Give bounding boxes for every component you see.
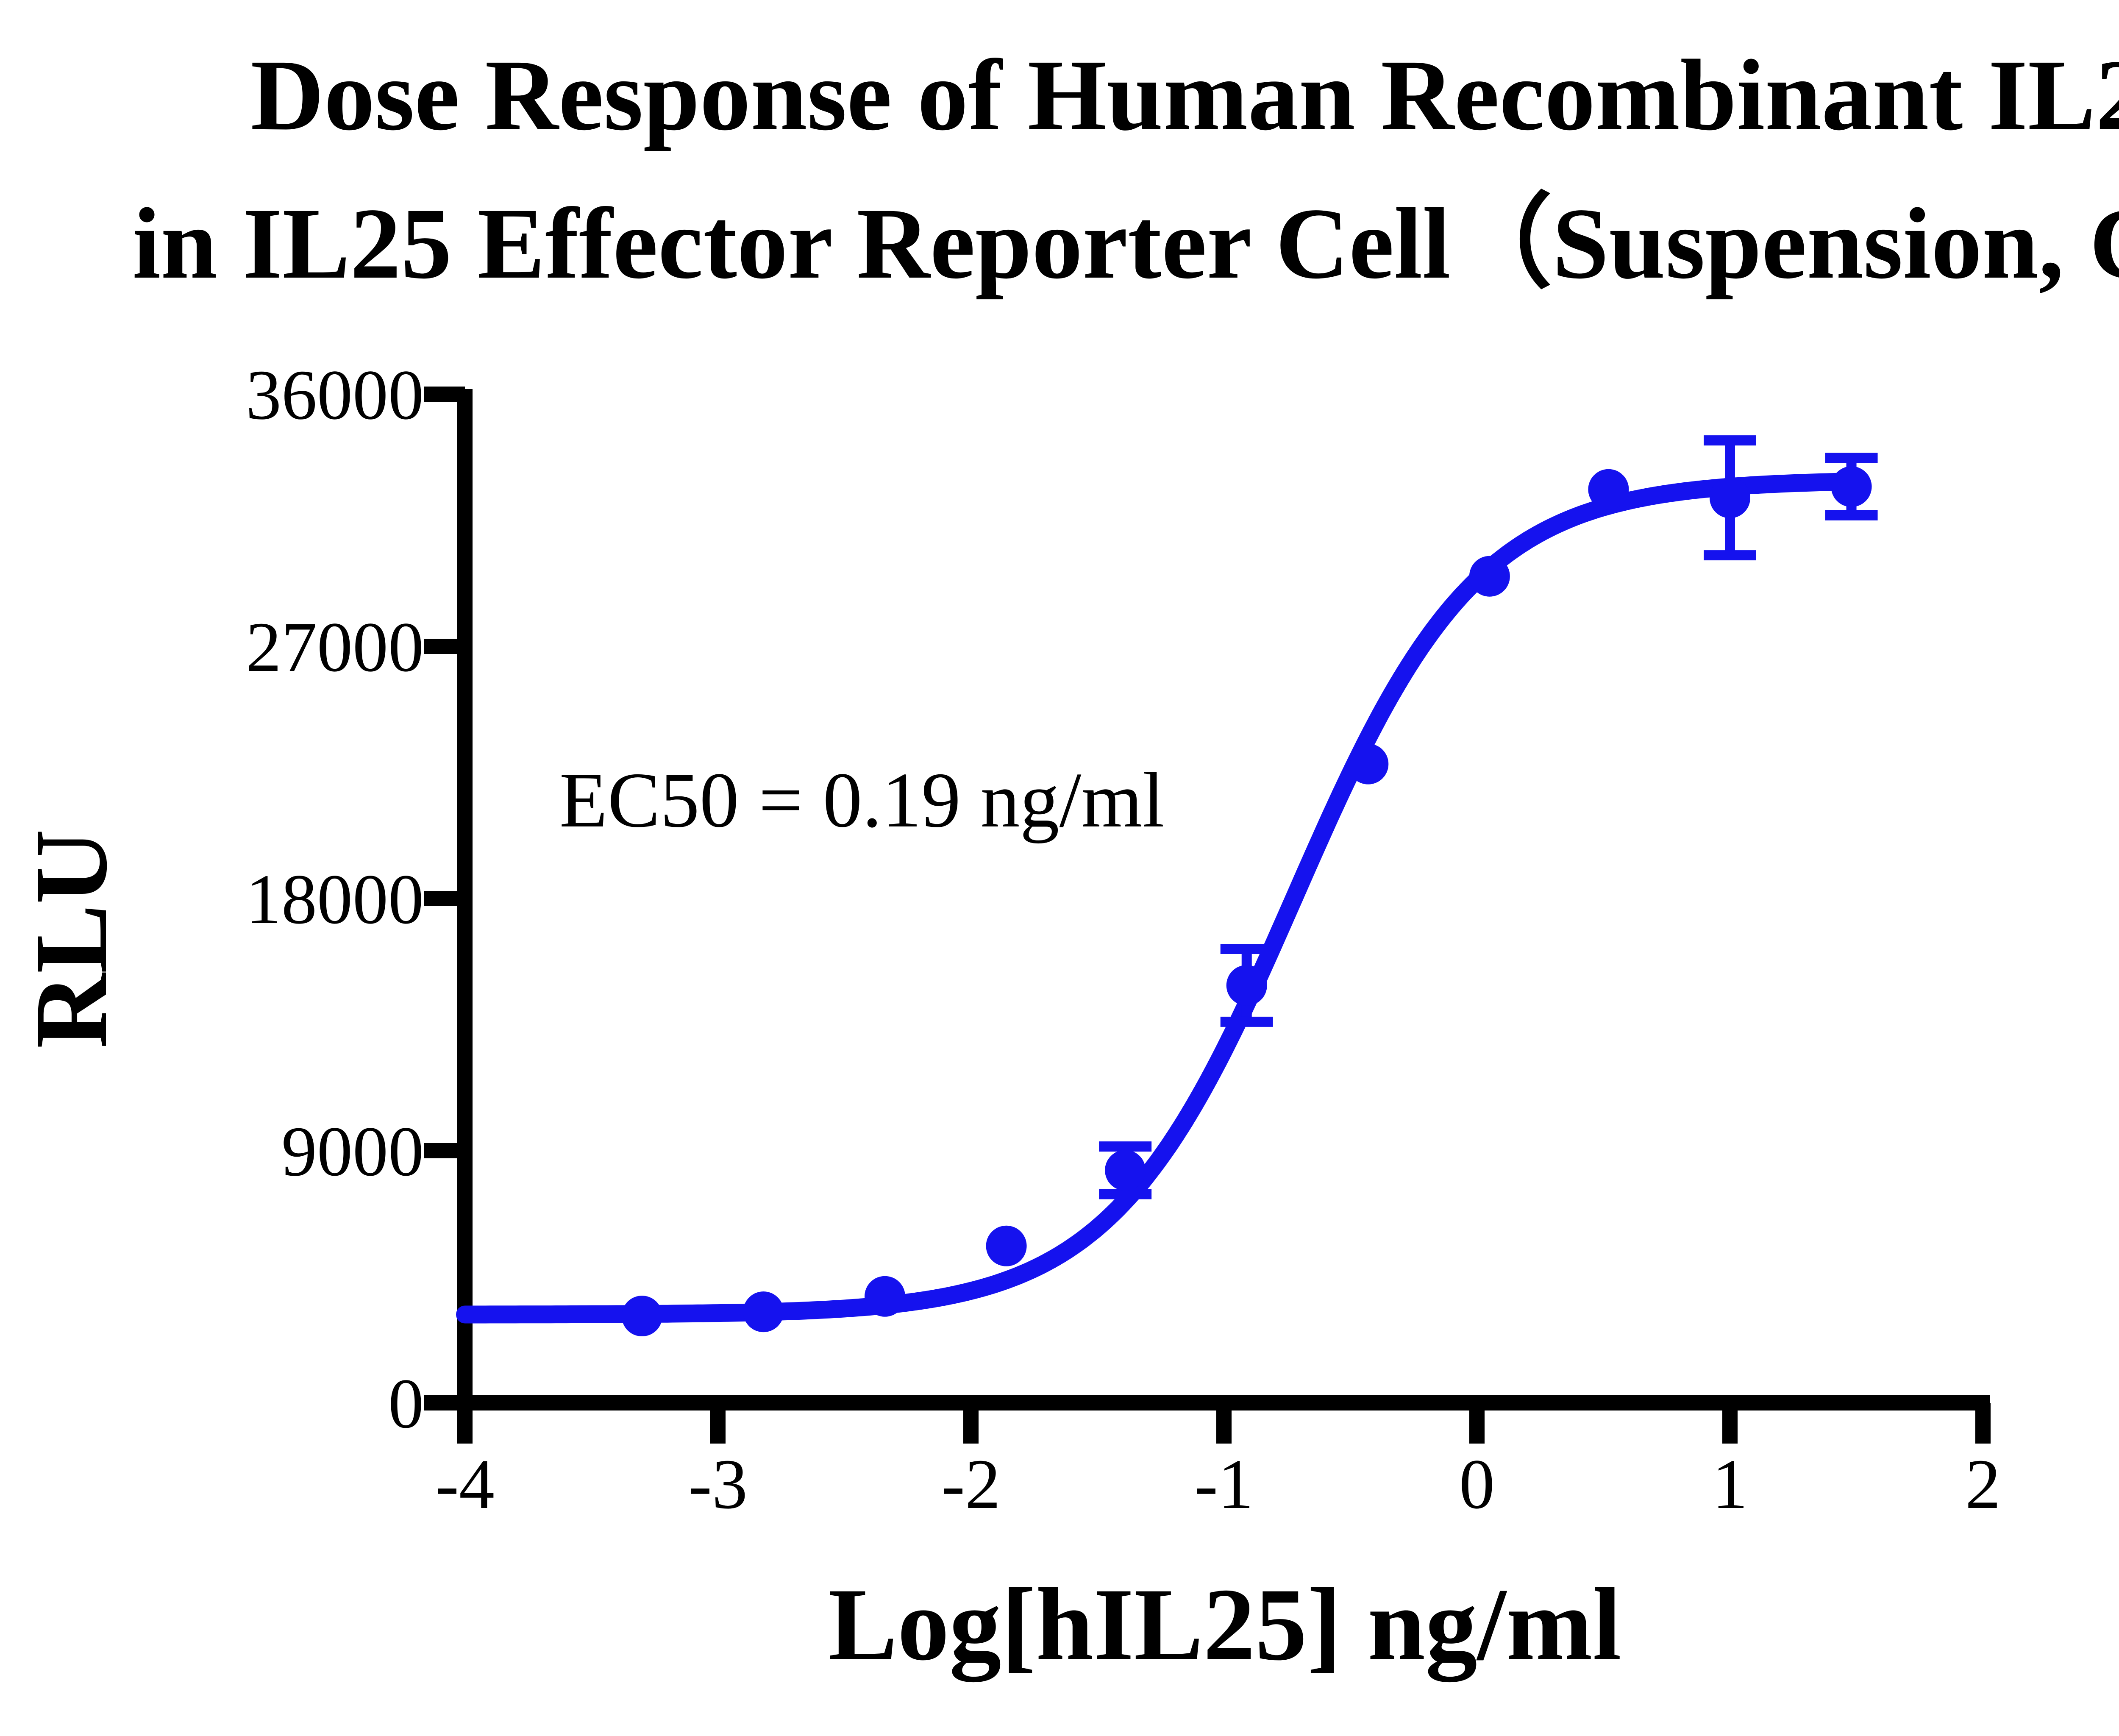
x-tick-label: 2 bbox=[1965, 1445, 2001, 1524]
data-point bbox=[743, 1291, 784, 1333]
chart-title-line1: Dose Response of Human Recombinant IL25 bbox=[250, 39, 2119, 151]
data-point bbox=[1831, 466, 1872, 507]
y-axis-label: RLU bbox=[14, 829, 128, 1048]
x-tick-label: -3 bbox=[688, 1445, 748, 1524]
data-point bbox=[1105, 1150, 1146, 1191]
ec50-annotation: EC50 = 0.19 ng/ml bbox=[559, 757, 1165, 844]
x-tick-label: 0 bbox=[1459, 1445, 1495, 1524]
chart-title-line2: in IL25 Effector Reporter Cell（Suspensio… bbox=[132, 187, 2119, 300]
data-point bbox=[1348, 743, 1389, 785]
x-tick-label: -2 bbox=[941, 1445, 1001, 1524]
x-tick-label: -4 bbox=[435, 1445, 495, 1524]
y-tick-label: 18000 bbox=[246, 860, 424, 939]
dose-response-curve bbox=[456, 473, 1860, 1324]
y-tick-label: 0 bbox=[388, 1364, 424, 1443]
data-point bbox=[865, 1276, 906, 1317]
x-axis-label: Log[hIL25] ng/ml bbox=[828, 1567, 1621, 1682]
x-tick-label: 1 bbox=[1712, 1445, 1748, 1524]
data-point bbox=[1469, 556, 1510, 597]
data-point bbox=[1588, 469, 1629, 510]
x-tick-label: -1 bbox=[1194, 1445, 1254, 1524]
data-point bbox=[1710, 477, 1750, 518]
data-point bbox=[1226, 965, 1267, 1006]
data-point bbox=[986, 1225, 1027, 1266]
plot-layer: -4 -3 -2 -1 0 1 2 0 9000 18000 27000 36000 bbox=[246, 356, 2001, 1524]
y-tick-label: 27000 bbox=[246, 608, 424, 687]
y-tick-label: 36000 bbox=[246, 356, 424, 434]
y-tick-label: 9000 bbox=[281, 1112, 424, 1191]
data-point bbox=[621, 1296, 662, 1337]
